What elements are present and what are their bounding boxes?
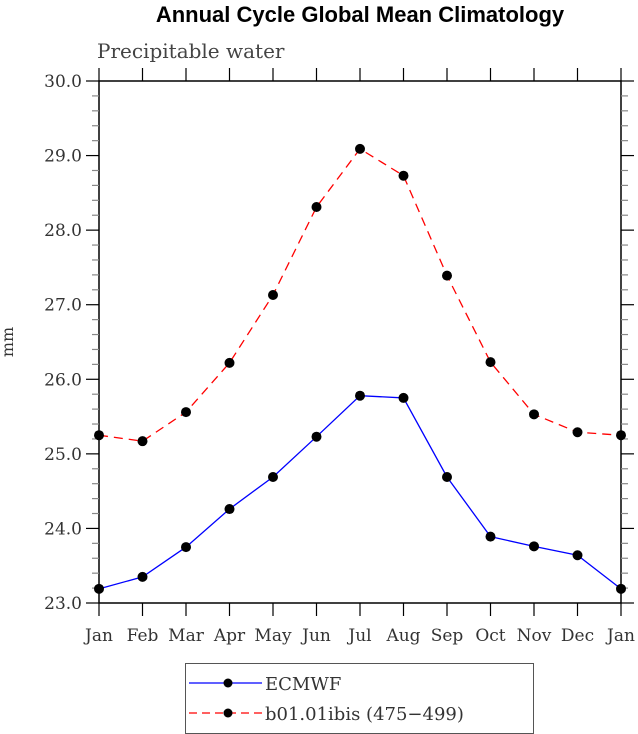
legend-label-b01: b01.01ibis (475−499) [265, 704, 464, 725]
data-point-1 [572, 427, 583, 438]
x-tick-label: Feb [127, 626, 159, 646]
y-tick-labels: 23.0 24.0 25.0 26.0 27.0 28.0 29.0 30.0 [44, 72, 82, 614]
data-point-1 [268, 290, 278, 301]
legend-marker-ecmwf [223, 678, 233, 688]
x-tick-label: Sep [431, 626, 464, 646]
data-point-1 [181, 407, 191, 418]
y-tick-label: 27.0 [44, 296, 82, 316]
data-point-0 [485, 531, 496, 542]
data-point-0 [224, 504, 235, 515]
y-tick-label: 28.0 [44, 221, 82, 241]
data-point-0 [572, 550, 583, 561]
legend: ECMWF b01.01ibis (475−499) [185, 663, 534, 734]
x-tick-label: Jan [83, 626, 113, 646]
y-tick-label: 29.0 [44, 147, 82, 167]
axes [86, 68, 634, 616]
y-tick-label: 23.0 [44, 594, 82, 614]
data-point-1 [442, 270, 452, 281]
data-point-1 [398, 170, 409, 181]
y-axis-label: mm [0, 327, 17, 357]
data-point-0 [311, 431, 322, 442]
x-tick-label: Mar [168, 626, 205, 646]
chart-subtitle: Precipitable water [97, 39, 285, 63]
series-group [94, 143, 626, 594]
data-point-1 [94, 430, 104, 441]
y-tick-label: 30.0 [44, 72, 82, 92]
x-tick-label: Jun [300, 626, 331, 646]
data-point-0 [268, 471, 278, 482]
data-point-1 [529, 409, 539, 420]
x-tick-label: Nov [517, 626, 552, 646]
data-point-0 [94, 583, 104, 594]
x-tick-label: Jul [346, 626, 371, 646]
data-point-0 [398, 392, 409, 403]
y-tick-label: 25.0 [44, 445, 82, 465]
data-point-0 [181, 542, 191, 553]
data-point-0 [355, 390, 365, 401]
data-point-1 [616, 430, 626, 441]
data-point-1 [485, 357, 496, 368]
data-point-1 [224, 357, 235, 368]
data-point-0 [442, 471, 452, 482]
data-point-0 [616, 583, 626, 594]
x-tick-label: Apr [213, 626, 246, 646]
legend-box [185, 663, 534, 734]
plot-frame [98, 80, 622, 604]
data-point-1 [137, 436, 148, 447]
data-point-1 [311, 202, 322, 213]
y-tick-label: 24.0 [44, 519, 82, 539]
legend-label-ecmwf: ECMWF [265, 674, 341, 695]
x-tick-label: Aug [385, 626, 420, 646]
chart-title: Annual Cycle Global Mean Climatology [156, 2, 565, 27]
data-point-1 [355, 143, 365, 154]
series-line-0 [98, 395, 622, 590]
x-tick-labels: Jan Feb Mar Apr May Jun Jul Aug Sep Oct Nov Dec Jan [83, 626, 635, 646]
y-tick-label: 26.0 [44, 370, 82, 390]
x-tick-label: Oct [475, 626, 505, 646]
data-point-0 [529, 541, 539, 552]
x-tick-label: Dec [561, 626, 594, 646]
x-tick-label: May [254, 626, 292, 646]
legend-marker-b01 [223, 708, 233, 718]
x-tick-label: Jan [605, 626, 635, 646]
data-point-0 [137, 571, 148, 582]
